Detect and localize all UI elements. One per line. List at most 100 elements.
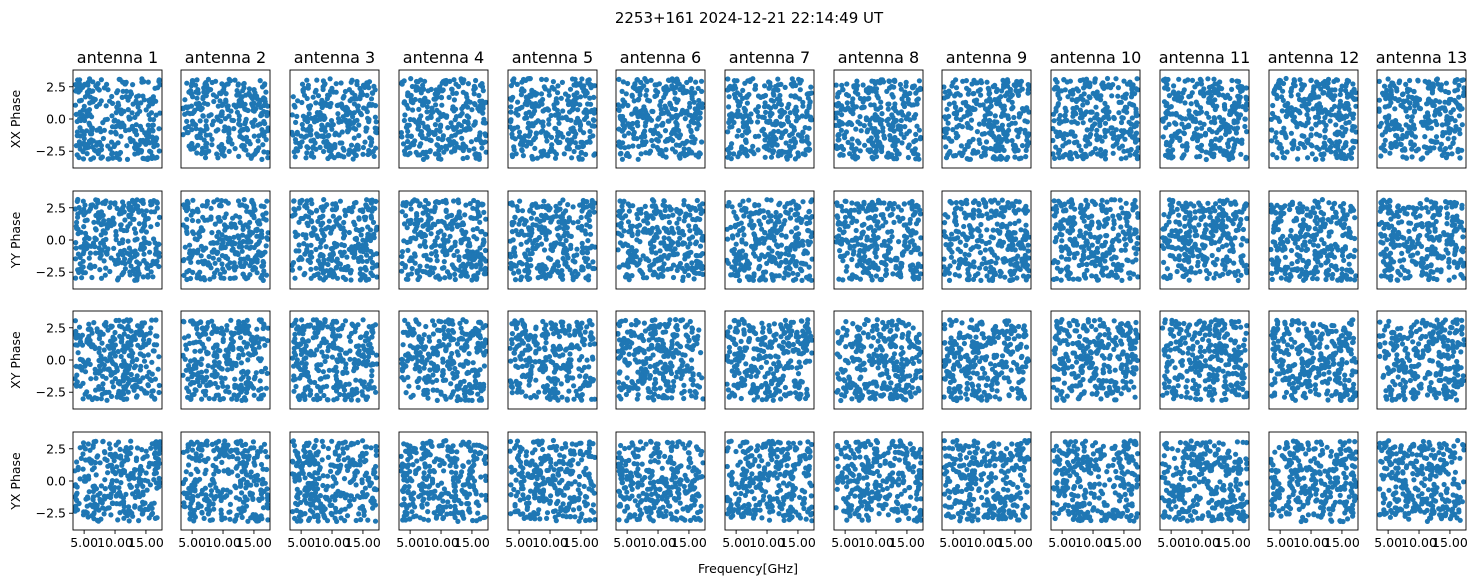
data-point <box>113 151 120 157</box>
data-point <box>320 133 326 139</box>
data-point <box>953 130 959 136</box>
data-point <box>782 149 788 155</box>
data-point <box>348 267 354 274</box>
data-point <box>325 224 331 230</box>
data-point <box>890 123 896 129</box>
data-point <box>98 155 104 161</box>
data-point <box>592 107 597 113</box>
data-point <box>465 104 471 110</box>
subplot-title: antenna 13 <box>1376 48 1468 67</box>
data-point <box>901 134 907 141</box>
data-point <box>190 121 196 127</box>
data-point <box>1057 132 1063 139</box>
data-point <box>133 230 139 236</box>
data-point <box>184 208 190 214</box>
data-point <box>653 137 660 143</box>
data-point <box>93 204 99 210</box>
data-point <box>236 117 242 123</box>
data-point <box>360 249 366 255</box>
axes-frame <box>1159 69 1250 169</box>
data-point <box>405 138 411 145</box>
data-point <box>453 106 459 112</box>
data-point <box>226 265 232 271</box>
data-point <box>630 120 636 127</box>
data-point <box>115 256 121 262</box>
y-tick-label: 2.5 <box>46 79 66 94</box>
data-point <box>1288 88 1294 94</box>
data-point <box>333 81 339 87</box>
data-point <box>974 129 981 135</box>
data-point <box>346 229 352 236</box>
data-point <box>892 155 898 162</box>
data-point <box>885 150 891 156</box>
data-point <box>904 114 910 120</box>
data-point <box>1308 96 1314 102</box>
data-point <box>1420 122 1426 128</box>
data-point <box>1304 120 1310 126</box>
data-point <box>437 128 443 134</box>
data-point <box>1115 85 1121 91</box>
data-point <box>960 100 966 106</box>
data-point <box>839 112 845 118</box>
data-point <box>551 149 557 155</box>
data-point <box>1239 84 1245 90</box>
data-point <box>577 127 583 133</box>
data-point <box>999 144 1005 150</box>
data-point <box>256 145 262 151</box>
data-point <box>978 78 984 84</box>
data-point <box>418 90 424 96</box>
data-point <box>1386 94 1392 100</box>
data-point <box>154 242 160 248</box>
data-point <box>321 197 327 203</box>
data-point <box>913 156 919 162</box>
data-point <box>1401 98 1407 104</box>
data-point <box>874 93 880 99</box>
data-point <box>1053 84 1059 90</box>
data-point <box>1011 146 1017 152</box>
data-point <box>1269 110 1276 117</box>
data-point <box>589 123 595 129</box>
data-point <box>200 113 206 119</box>
data-point <box>306 111 312 117</box>
data-point <box>532 145 538 151</box>
data-point <box>183 224 189 230</box>
data-point <box>364 197 370 203</box>
data-point <box>238 99 245 105</box>
data-point <box>626 130 632 136</box>
data-point <box>476 92 482 99</box>
data-point <box>119 240 125 246</box>
data-point <box>472 121 478 127</box>
data-point <box>109 93 115 100</box>
data-point <box>699 88 705 94</box>
data-point <box>98 232 104 238</box>
data-point <box>869 141 876 147</box>
data-point <box>198 127 204 133</box>
data-point <box>467 99 473 105</box>
subplot-title: antenna 2 <box>185 48 266 67</box>
panel: antenna 4 <box>398 48 489 169</box>
data-point <box>674 121 680 127</box>
data-point <box>257 121 263 127</box>
data-point <box>513 151 519 157</box>
data-point <box>479 145 485 151</box>
data-point <box>1306 116 1312 122</box>
data-point <box>877 140 883 147</box>
data-point <box>944 106 950 112</box>
data-point <box>219 198 225 204</box>
data-point <box>80 156 87 162</box>
data-point <box>453 124 459 131</box>
data-point <box>75 214 81 220</box>
data-point <box>1060 153 1067 159</box>
data-point <box>725 129 731 135</box>
data-point <box>343 267 349 273</box>
data-point <box>1067 155 1073 161</box>
data-point <box>194 150 200 156</box>
data-point <box>641 83 647 89</box>
data-point <box>1279 129 1285 136</box>
data-point <box>1211 145 1217 151</box>
scatter-points <box>290 76 379 162</box>
data-point <box>861 104 867 110</box>
data-point <box>445 125 451 131</box>
data-point <box>1415 77 1421 83</box>
data-point <box>582 90 589 97</box>
